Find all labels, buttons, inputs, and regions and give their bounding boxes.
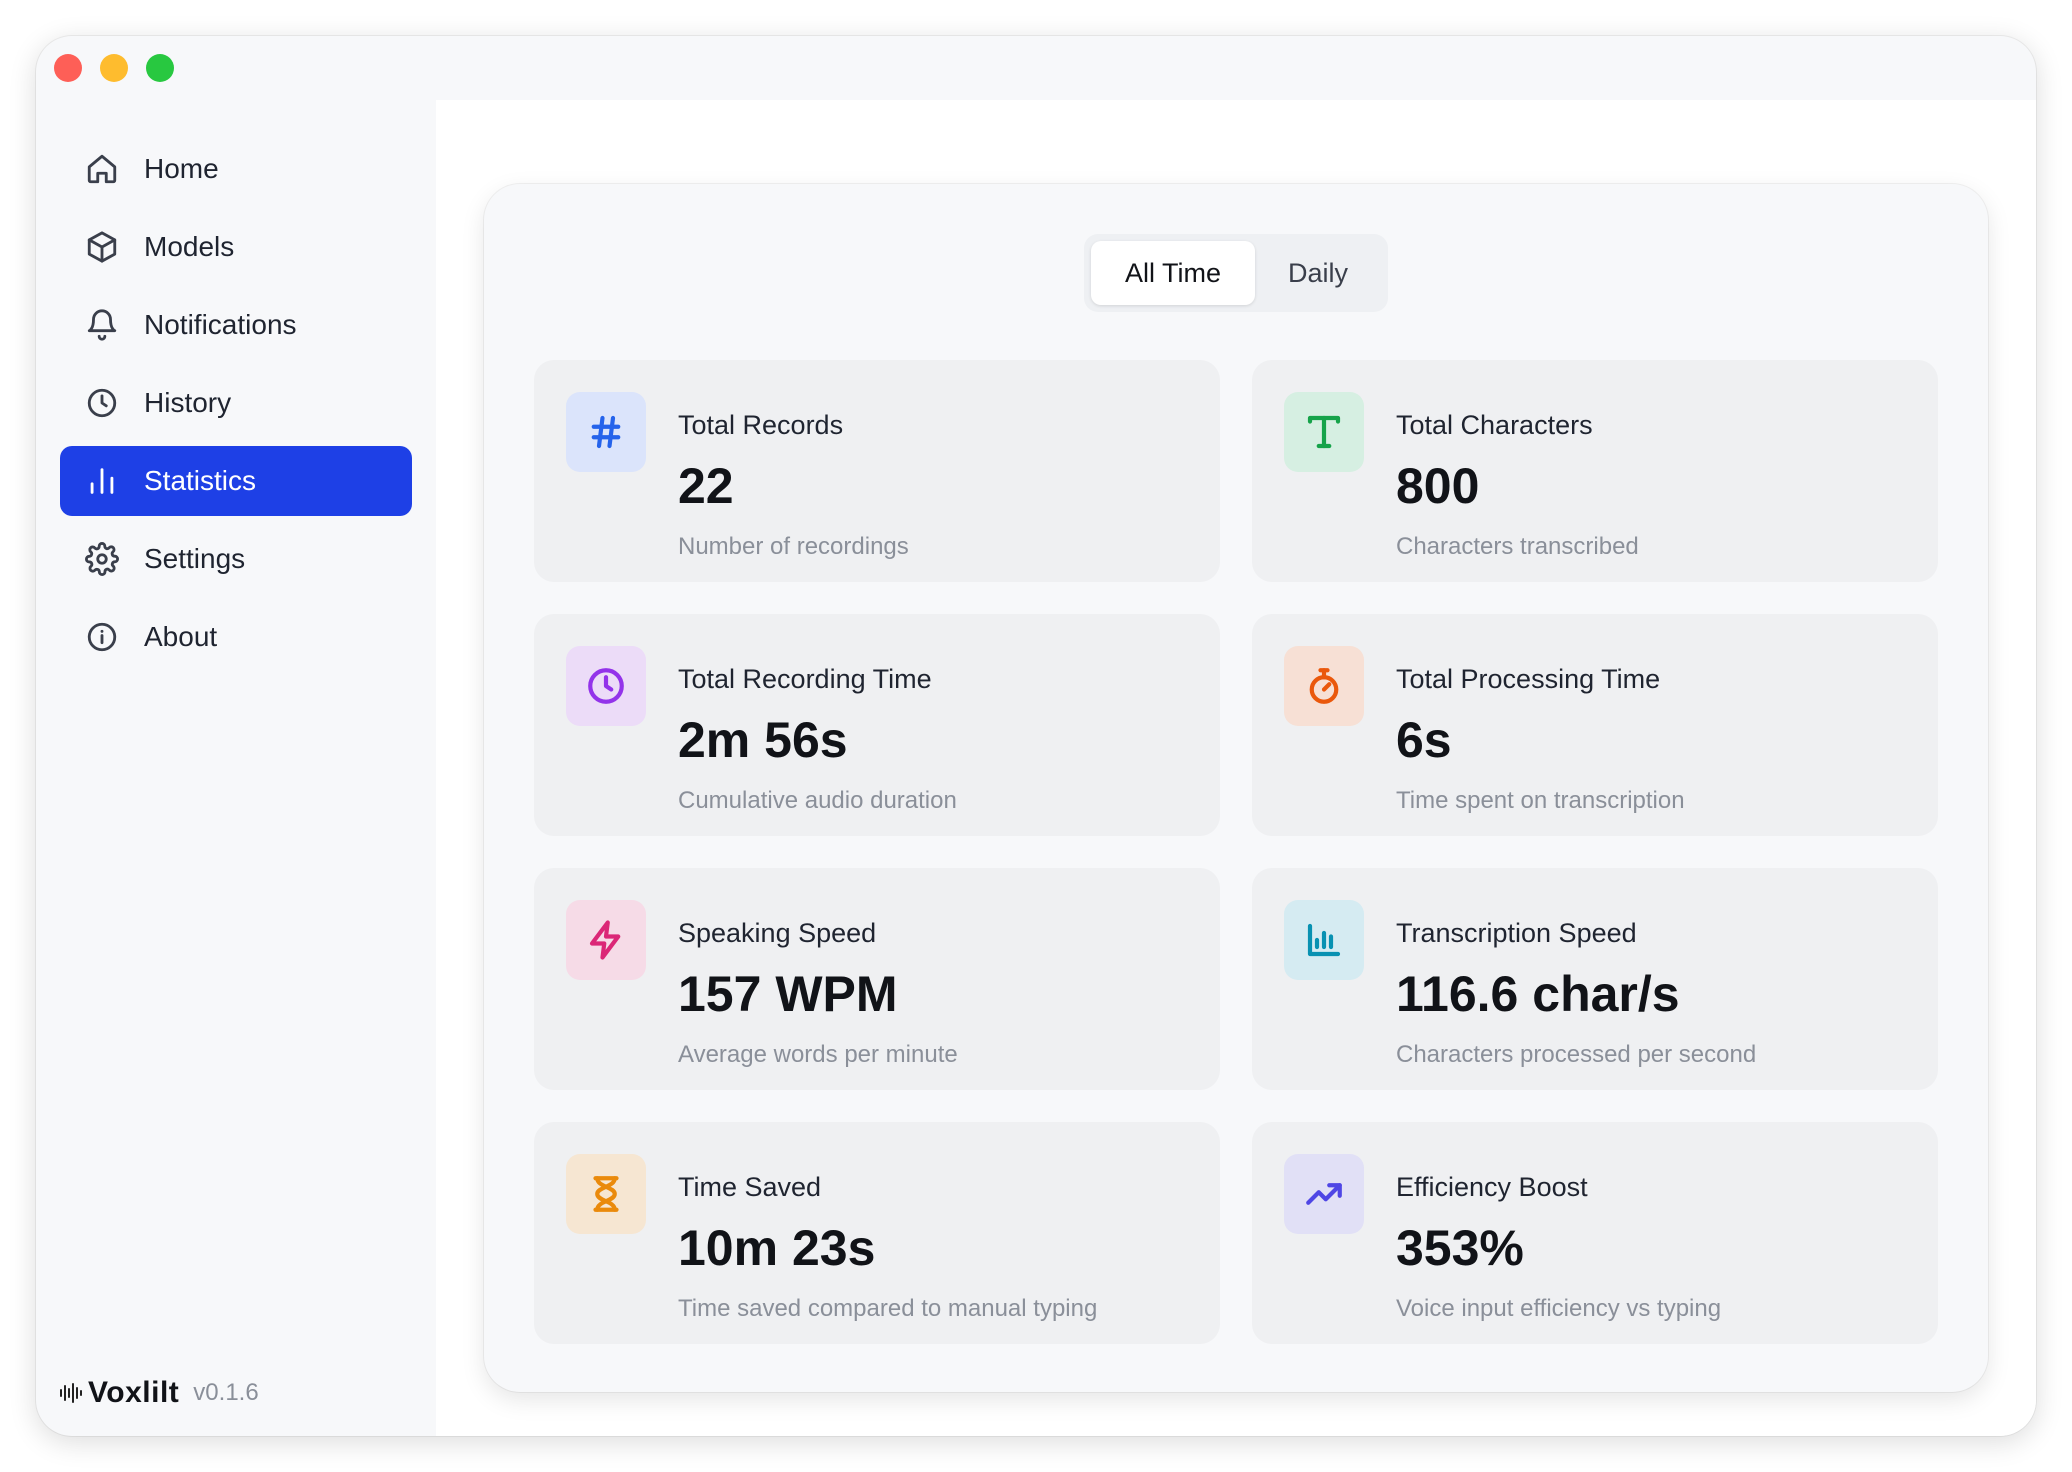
stat-card-total-processing-time: Total Processing Time 6s Time spent on t… [1252,614,1938,836]
home-icon [84,151,120,187]
stopwatch-icon [1284,646,1364,726]
stat-description: Time spent on transcription [1396,787,1685,814]
trending-up-icon [1284,1154,1364,1234]
bell-icon [84,307,120,343]
app-version: v0.1.6 [193,1379,259,1406]
sidebar-item-about[interactable]: About [60,602,412,672]
stat-value: 22 [678,458,734,514]
sidebar-item-notifications[interactable]: Notifications [60,290,412,360]
bar-chart-icon [84,463,120,499]
maximize-window-button[interactable] [146,54,174,82]
hourglass-icon [566,1154,646,1234]
stats-grid: Total Records 22 Number of recordings To… [534,360,1938,1344]
stat-card-total-records: Total Records 22 Number of recordings [534,360,1220,582]
brand-name: Voxlilt [88,1376,180,1409]
stat-label: Total Recording Time [678,664,932,694]
stat-card-total-recording-time: Total Recording Time 2m 56s Cumulative a… [534,614,1220,836]
stat-description: Voice input efficiency vs typing [1396,1295,1722,1322]
stat-label: Transcription Speed [1396,918,1637,948]
sidebar-item-history[interactable]: History [60,368,412,438]
sidebar-item-home[interactable]: Home [60,134,412,204]
sidebar-item-label: Statistics [144,465,257,496]
app-window: Home Models Notifications History [36,36,2036,1436]
sidebar-item-label: Settings [144,543,246,574]
stat-label: Time Saved [678,1172,822,1202]
stat-description: Time saved compared to manual typing [678,1295,1098,1322]
lightning-icon [566,900,646,980]
close-window-button[interactable] [54,54,82,82]
stat-description: Average words per minute [678,1041,958,1068]
stat-description: Characters transcribed [1396,533,1639,560]
stat-value: 800 [1396,458,1480,514]
sidebar-item-label: Home [144,153,219,184]
stat-label: Total Processing Time [1396,664,1661,694]
time-range-tabs: All Time Daily [1084,234,1388,312]
stat-description: Characters processed per second [1396,1041,1757,1068]
stat-label: Total Records [678,410,844,440]
clock-icon [84,385,120,421]
stat-card-efficiency-boost: Efficiency Boost 353% Voice input effici… [1252,1122,1938,1344]
main-content: All Time Daily Total Records 22 Number o… [436,100,2036,1436]
gear-icon [84,541,120,577]
statistics-panel: All Time Daily Total Records 22 Number o… [484,184,1988,1392]
stat-label: Efficiency Boost [1396,1172,1588,1202]
stat-value: 2m 56s [678,712,848,768]
sidebar-item-label: Models [144,231,235,262]
stat-label: Speaking Speed [678,918,877,948]
stat-value: 6s [1396,712,1452,768]
stat-value: 116.6 char/s [1396,966,1680,1022]
stat-card-total-characters: Total Characters 800 Characters transcri… [1252,360,1938,582]
stat-value: 353% [1396,1220,1524,1276]
stat-label: Total Characters [1396,410,1593,440]
sidebar-item-label: History [144,387,232,418]
sidebar-item-statistics[interactable]: Statistics [60,446,412,516]
window-controls [54,54,174,82]
sidebar-item-label: About [144,621,218,652]
info-icon [84,619,120,655]
waveform-icon [58,1380,84,1406]
tab-daily[interactable]: Daily [1287,257,1348,288]
sidebar: Home Models Notifications History [36,36,436,1436]
tab-all-time[interactable]: All Time [1091,241,1255,305]
text-t-icon [1284,392,1364,472]
sidebar-item-settings[interactable]: Settings [60,524,412,594]
sidebar-item-models[interactable]: Models [60,212,412,282]
stat-value: 10m 23s [678,1220,876,1276]
stat-description: Cumulative audio duration [678,787,957,814]
bar-chart-icon [1284,900,1364,980]
clock-icon [566,646,646,726]
hash-icon [566,392,646,472]
stat-description: Number of recordings [678,533,909,560]
stat-card-time-saved: Time Saved 10m 23s Time saved compared t… [534,1122,1220,1344]
brand: Voxlilt v0.1.6 [58,1376,259,1410]
stat-value: 157 WPM [678,966,898,1022]
stat-card-transcription-speed: Transcription Speed 116.6 char/s Charact… [1252,868,1938,1090]
stat-card-speaking-speed: Speaking Speed 157 WPM Average words per… [534,868,1220,1090]
minimize-window-button[interactable] [100,54,128,82]
sidebar-nav: Home Models Notifications History [60,134,412,680]
cube-icon [84,229,120,265]
sidebar-item-label: Notifications [144,309,297,340]
